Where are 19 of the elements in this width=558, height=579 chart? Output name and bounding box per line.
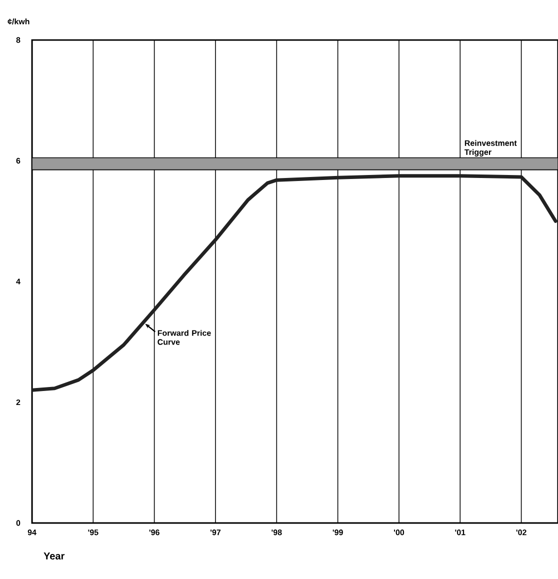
x-tick-label: 94	[28, 530, 36, 536]
y-tick-label: 8	[16, 37, 20, 43]
x-tick-label: '98	[272, 530, 282, 536]
x-tick-label: '00	[394, 530, 404, 536]
y-tick-label: 0	[16, 520, 20, 526]
x-tick-label: '02	[516, 530, 526, 536]
y-axis-title: ¢/kwh	[8, 18, 30, 24]
x-tick-label: '01	[455, 530, 466, 536]
x-tick-label: '97	[210, 530, 221, 536]
x-tick-label: '96	[149, 530, 160, 536]
y-tick-label: 2	[16, 399, 20, 406]
band-label: Reinvestment Trigger	[464, 140, 517, 157]
x-tick-label: '95	[88, 530, 98, 536]
line-series	[32, 174, 558, 392]
annotation: Forward Price Curve	[158, 330, 211, 345]
x-axis-title: Year	[44, 552, 65, 560]
x-tick-label: '99	[332, 530, 343, 536]
y-tick-label: 6	[16, 158, 20, 164]
y-tick-label: 4	[16, 278, 20, 284]
